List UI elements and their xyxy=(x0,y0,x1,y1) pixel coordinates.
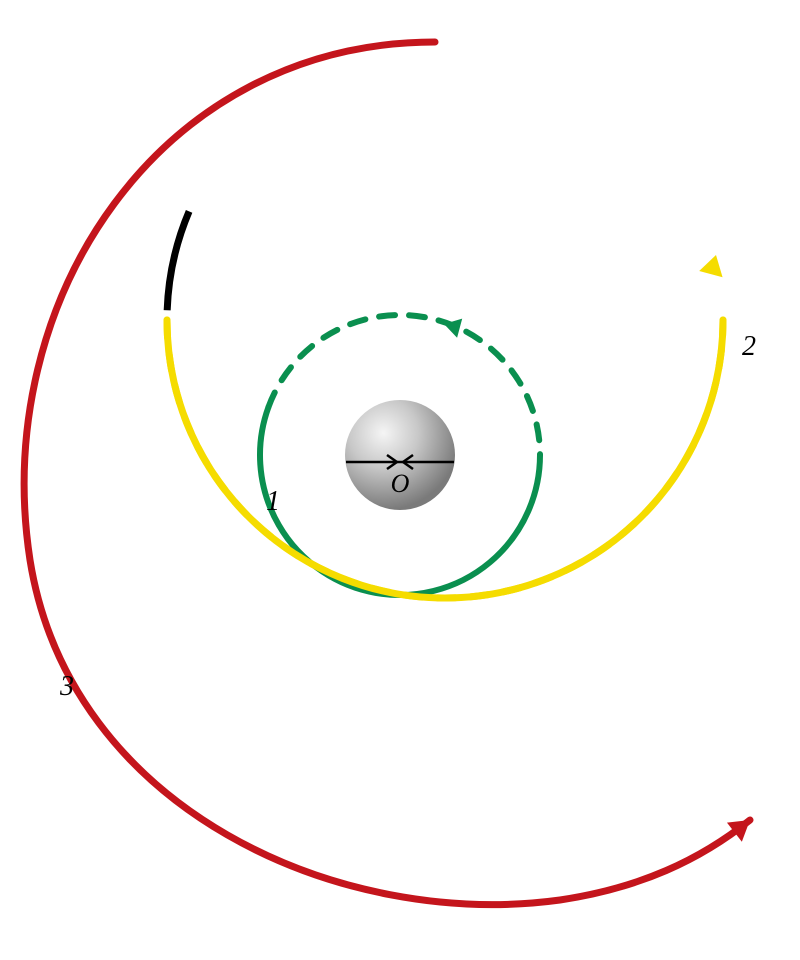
top-black-arc xyxy=(167,211,189,310)
diagram-svg: O 1 2 3 xyxy=(0,0,800,960)
orbit-label-red: 3 xyxy=(59,671,74,702)
arrowhead xyxy=(699,255,722,277)
orbit-label-yellow: 2 xyxy=(742,331,756,362)
orbit-diagram: O 1 2 3 xyxy=(0,0,800,960)
center-label-O: O xyxy=(391,469,410,498)
orbit-label-green: 1 xyxy=(266,486,280,517)
